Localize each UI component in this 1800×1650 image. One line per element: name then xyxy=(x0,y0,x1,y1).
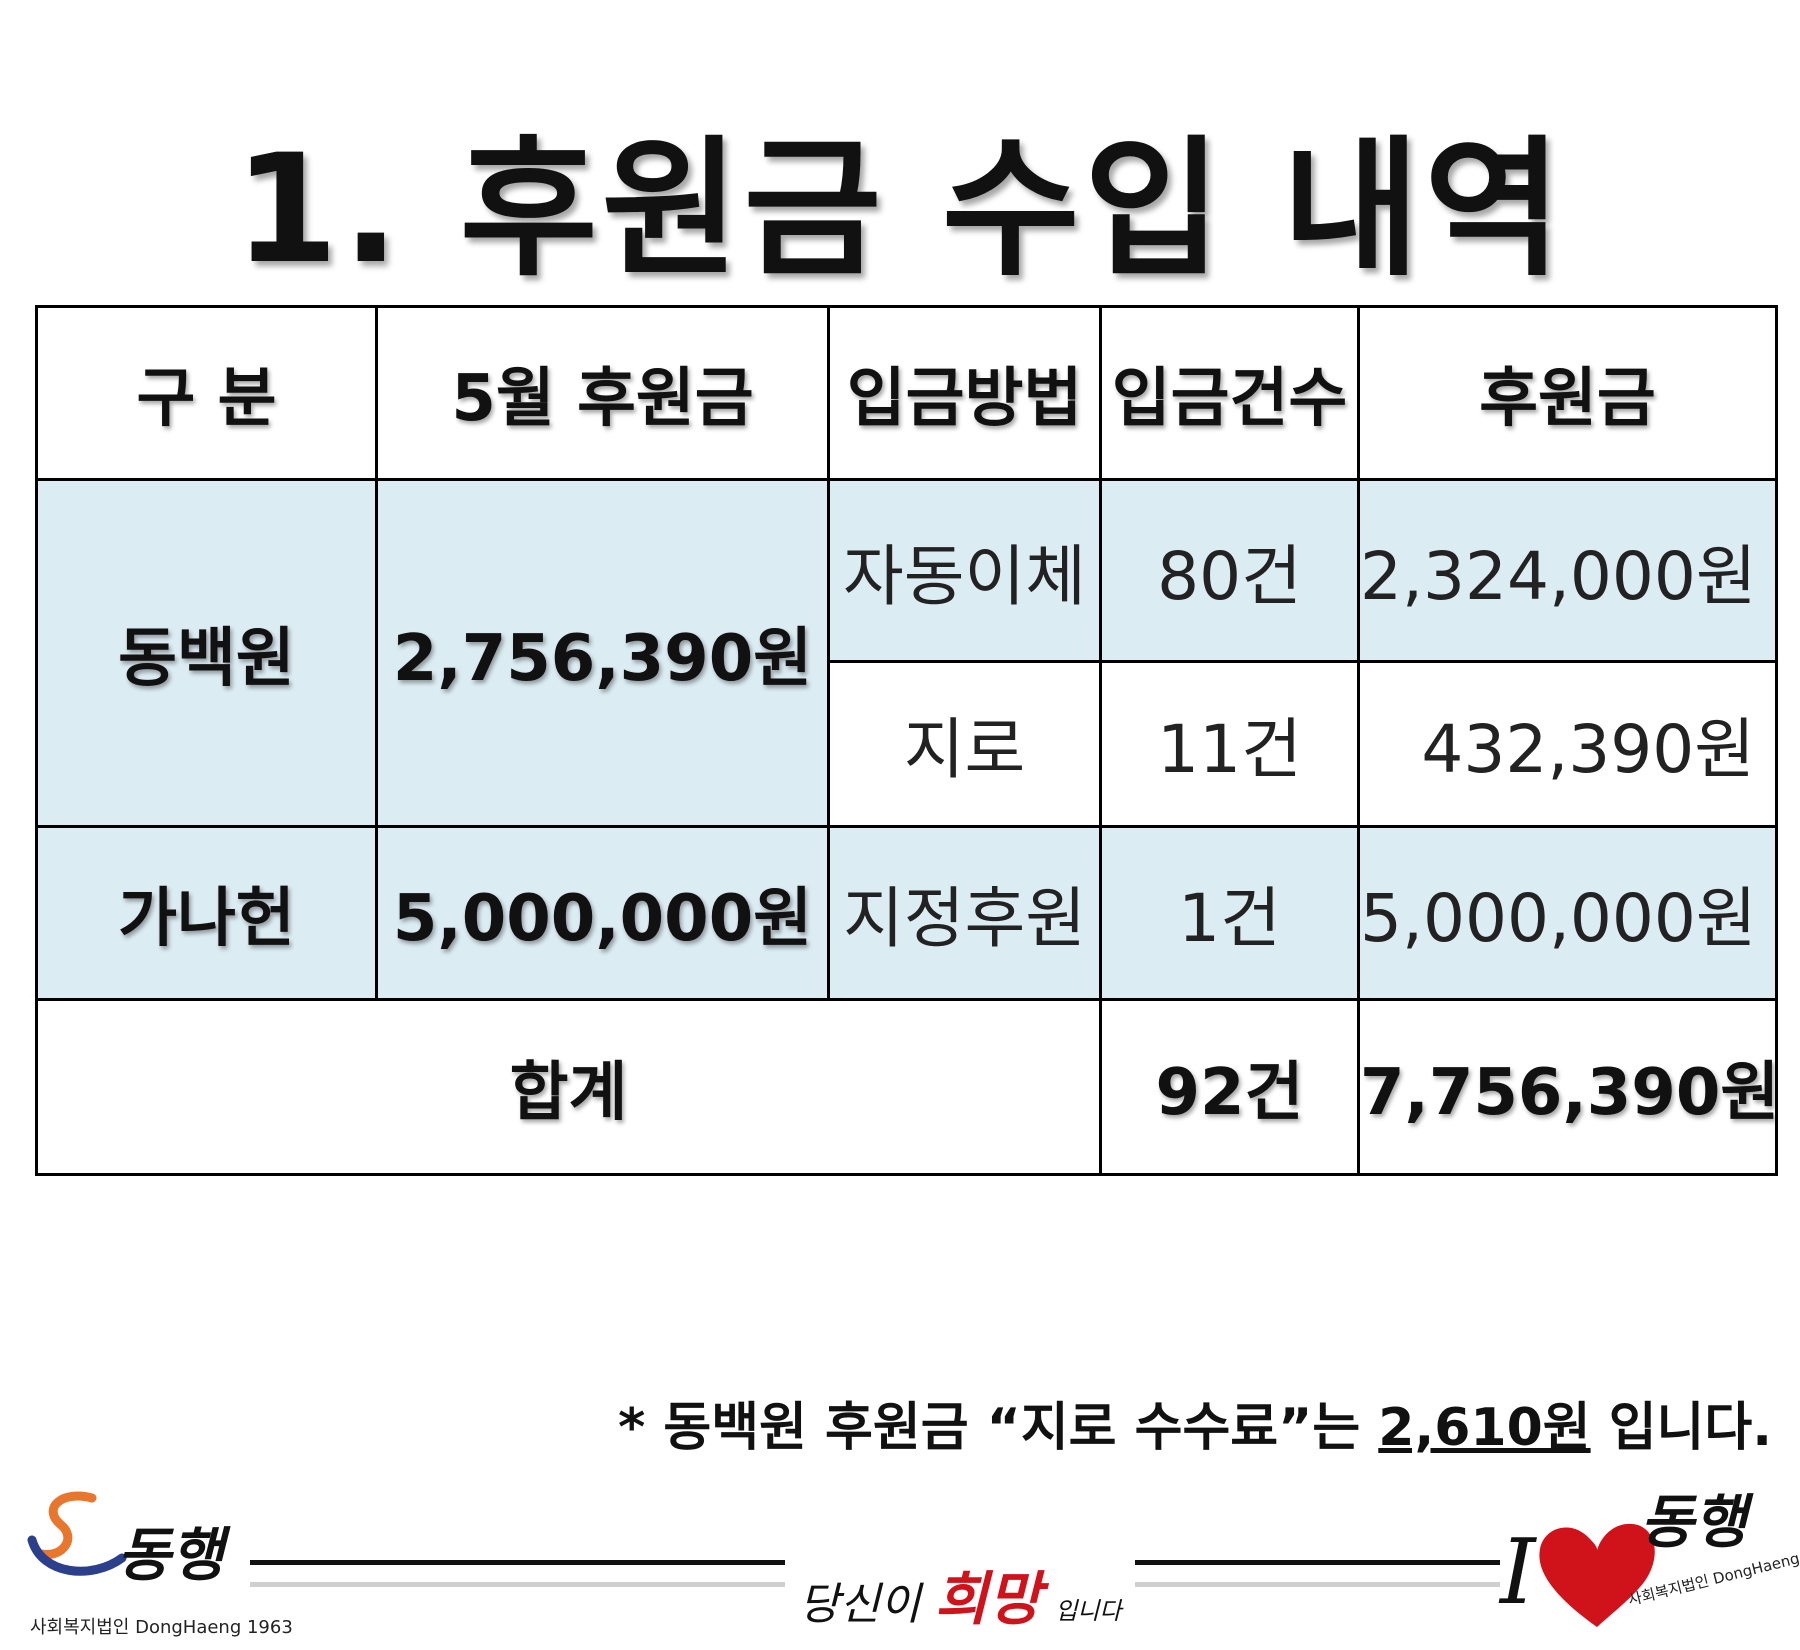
group-may-total: 5,000,000원 xyxy=(375,825,830,1001)
fee-note-suffix: 입니다. xyxy=(1590,1398,1772,1458)
table-header-row: 구 분 5월 후원금 입금방법 입금건수 후원금 xyxy=(35,305,1778,481)
deposit-method: 지로 xyxy=(827,660,1102,828)
deposit-count: 1건 xyxy=(1099,825,1360,1001)
deposit-method: 지정후원 xyxy=(827,825,1102,1001)
fee-note-amount: 2,610원 xyxy=(1378,1398,1591,1458)
total-amount: 7,756,390원 xyxy=(1357,998,1778,1176)
group-name: 가나헌 xyxy=(35,825,378,1001)
deposit-method: 자동이체 xyxy=(827,478,1102,663)
table-row: 동백원 2,756,390원 자동이체 80건 2,324,000원 xyxy=(35,478,1778,828)
slogan-red-word: 희망 xyxy=(934,1565,1042,1633)
table-row: 가나헌 5,000,000원 지정후원 1건 5,000,000원 xyxy=(35,825,1778,1001)
heart-icon xyxy=(1539,1523,1655,1627)
group-may-total: 2,756,390원 xyxy=(375,478,830,828)
swoosh-logo-icon xyxy=(27,1491,127,1576)
header-deposit-method: 입금방법 xyxy=(827,305,1102,481)
slogan-part2: 입니다 xyxy=(1055,1597,1122,1625)
donation-table: 구 분 5월 후원금 입금방법 입금건수 후원금 동백원 2,756,390원 … xyxy=(35,305,1778,1176)
total-count: 92건 xyxy=(1099,998,1360,1176)
table-row: 지로 11건 432,390원 xyxy=(37,660,1778,828)
footer-slogan: 당신이 희망 입니다 xyxy=(785,1552,1136,1636)
header-may-donation: 5월 후원금 xyxy=(375,305,830,481)
left-logo-caption: 사회복지법인 DongHaeng 1963 xyxy=(30,1617,293,1638)
page-title: 1. 후원금 수입 내역 xyxy=(233,123,1567,297)
group-name: 동백원 xyxy=(35,478,378,828)
deposit-count: 11건 xyxy=(1099,660,1360,828)
deposit-amount: 432,390원 xyxy=(1357,660,1778,828)
fee-note-prefix: * 동백원 후원금 “지로 수수료”는 xyxy=(618,1398,1379,1458)
fee-note: * 동백원 후원금 “지로 수수료”는 2,610원 입니다. xyxy=(618,1385,1772,1460)
header-donation-amount: 후원금 xyxy=(1357,305,1778,481)
header-deposit-count: 입금건수 xyxy=(1099,305,1360,481)
deposit-amount: 2,324,000원 xyxy=(1357,478,1778,663)
donghaeng-logo-left: 동행 사회복지법인 DongHaeng 1963 xyxy=(22,1480,293,1645)
deposit-amount: 5,000,000원 xyxy=(1357,825,1778,1001)
left-logo-brand: 동행 xyxy=(117,1521,224,1589)
right-logo-letter: I xyxy=(1500,1520,1536,1625)
right-logo-brand: 동행 xyxy=(1640,1488,1747,1556)
i-love-donghaeng-logo: I 동행 사회복지법인 DongHaeng 1963 xyxy=(1500,1475,1800,1645)
table-total-row: 합계 92건 7,756,390원 xyxy=(35,998,1778,1176)
slogan-part1: 당신이 xyxy=(799,1579,921,1630)
header-category: 구 분 xyxy=(35,305,378,481)
total-label: 합계 xyxy=(35,998,1102,1176)
deposit-count: 80건 xyxy=(1099,478,1360,663)
